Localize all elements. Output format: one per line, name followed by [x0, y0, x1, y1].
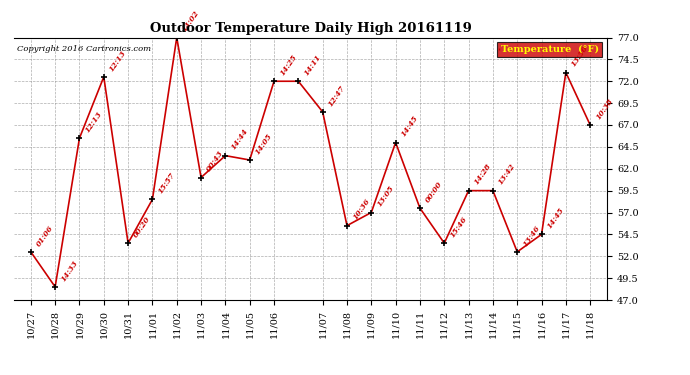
Text: 00:00: 00:00 [424, 180, 444, 204]
Text: 14:33: 14:33 [59, 258, 79, 283]
Legend: Temperature  (°F): Temperature (°F) [497, 42, 602, 57]
Text: 14:11: 14:11 [302, 53, 323, 77]
Text: 13:46: 13:46 [522, 224, 542, 248]
Text: 13:42: 13:42 [497, 162, 518, 186]
Text: 13:50: 13:50 [570, 44, 590, 68]
Text: Copyright 2016 Cartronics.com: Copyright 2016 Cartronics.com [17, 45, 151, 53]
Text: 14:28: 14:28 [473, 162, 493, 186]
Text: 00:20: 00:20 [132, 215, 152, 239]
Text: 14:25: 14:25 [278, 53, 299, 77]
Text: 01:06: 01:06 [35, 224, 55, 248]
Text: 14:05: 14:05 [254, 132, 274, 156]
Text: 15:57: 15:57 [157, 171, 177, 195]
Text: 14:02: 14:02 [181, 9, 201, 33]
Text: 12:13: 12:13 [108, 48, 128, 73]
Title: Outdoor Temperature Daily High 20161119: Outdoor Temperature Daily High 20161119 [150, 22, 471, 35]
Text: 14:45: 14:45 [546, 206, 566, 230]
Text: 12:47: 12:47 [327, 84, 347, 108]
Text: 12:13: 12:13 [83, 110, 104, 134]
Text: 14:45: 14:45 [400, 114, 420, 138]
Text: 10:38: 10:38 [594, 97, 615, 121]
Text: 15:46: 15:46 [448, 215, 469, 239]
Text: 10:36: 10:36 [351, 197, 371, 222]
Text: 14:44: 14:44 [230, 127, 250, 152]
Text: 13:05: 13:05 [375, 184, 395, 209]
Text: 00:43: 00:43 [205, 149, 226, 173]
